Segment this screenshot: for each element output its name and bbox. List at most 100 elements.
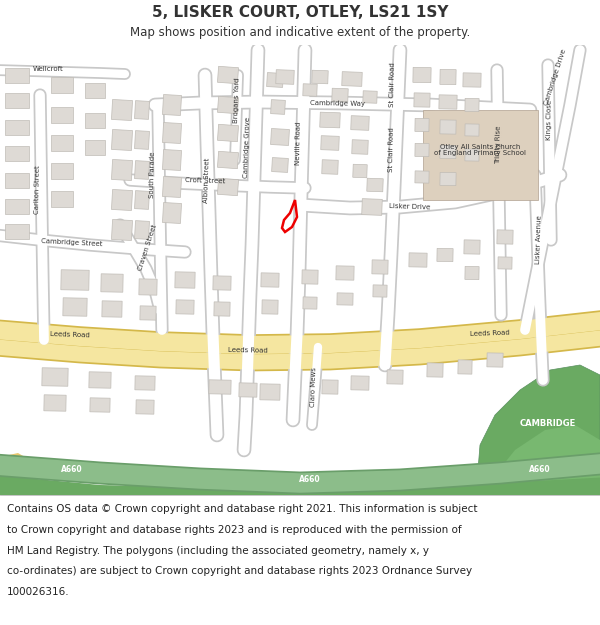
Bar: [337, 293, 353, 305]
Bar: [217, 178, 239, 196]
Bar: [320, 112, 340, 128]
Text: Cambridge Drive: Cambridge Drive: [543, 48, 567, 106]
Bar: [85, 139, 105, 154]
Text: 5, LISKER COURT, OTLEY, LS21 1SY: 5, LISKER COURT, OTLEY, LS21 1SY: [152, 4, 448, 19]
Text: to Crown copyright and database rights 2023 and is reproduced with the permissio: to Crown copyright and database rights 2…: [7, 525, 462, 535]
Bar: [134, 161, 149, 179]
Text: Kings Close: Kings Close: [545, 100, 553, 140]
Bar: [266, 72, 283, 88]
Bar: [90, 398, 110, 412]
Bar: [415, 143, 429, 157]
Bar: [61, 270, 89, 290]
Text: Leeds Road: Leeds Road: [50, 331, 90, 339]
Bar: [89, 372, 111, 388]
Text: South Parade: South Parade: [149, 152, 155, 198]
Bar: [272, 158, 289, 172]
Text: Neville Road: Neville Road: [295, 121, 301, 165]
Bar: [214, 302, 230, 316]
Bar: [351, 376, 369, 390]
Bar: [51, 77, 73, 93]
Bar: [260, 384, 280, 400]
Bar: [497, 230, 513, 244]
Bar: [176, 300, 194, 314]
Bar: [112, 159, 133, 181]
Text: Croft Street: Croft Street: [185, 177, 225, 185]
Bar: [101, 274, 123, 292]
Bar: [465, 266, 479, 279]
Bar: [209, 380, 231, 394]
Bar: [271, 129, 289, 146]
Bar: [134, 101, 149, 119]
Bar: [440, 173, 456, 186]
Bar: [303, 84, 317, 96]
Bar: [217, 66, 239, 84]
Text: Craven Street: Craven Street: [138, 223, 158, 271]
Bar: [321, 136, 339, 150]
Bar: [373, 285, 387, 297]
Bar: [276, 70, 294, 84]
Bar: [498, 257, 512, 269]
Bar: [217, 151, 239, 169]
Text: Leeds Road: Leeds Road: [470, 329, 510, 337]
Bar: [261, 273, 279, 287]
Bar: [465, 124, 479, 136]
Text: Leeds Road: Leeds Road: [228, 347, 268, 353]
Polygon shape: [0, 475, 600, 495]
Bar: [5, 173, 29, 188]
Bar: [5, 92, 29, 108]
Bar: [413, 68, 431, 82]
Bar: [262, 300, 278, 314]
Bar: [51, 163, 73, 179]
Bar: [336, 266, 354, 280]
Text: Brogans Yard: Brogans Yard: [233, 78, 241, 122]
Bar: [463, 73, 481, 87]
Bar: [5, 199, 29, 214]
Text: St Clair Road: St Clair Road: [389, 62, 395, 107]
Bar: [163, 149, 182, 171]
Bar: [487, 353, 503, 367]
Bar: [372, 260, 388, 274]
Bar: [353, 164, 367, 177]
Bar: [5, 146, 29, 161]
Bar: [367, 178, 383, 192]
Bar: [458, 360, 472, 374]
Bar: [163, 122, 182, 144]
Bar: [440, 146, 456, 159]
Bar: [134, 131, 149, 149]
Text: Lisker Avenue: Lisker Avenue: [535, 216, 543, 264]
Bar: [51, 191, 73, 207]
Bar: [312, 70, 328, 84]
Bar: [5, 68, 29, 82]
Text: St Clair Road: St Clair Road: [388, 127, 394, 172]
Bar: [352, 140, 368, 154]
Text: Lisker Drive: Lisker Drive: [389, 203, 431, 211]
Bar: [409, 253, 427, 267]
Bar: [217, 124, 239, 142]
Text: Claro Mews: Claro Mews: [310, 367, 317, 407]
Bar: [134, 221, 149, 239]
Bar: [42, 368, 68, 386]
Bar: [363, 91, 377, 103]
Text: A660: A660: [61, 466, 83, 474]
Text: Cambridge Way: Cambridge Way: [310, 99, 365, 106]
Text: A660: A660: [529, 466, 551, 474]
Bar: [112, 189, 133, 211]
Bar: [302, 270, 318, 284]
Bar: [85, 82, 105, 98]
Bar: [163, 202, 182, 224]
Text: Cambridge Street: Cambridge Street: [41, 238, 103, 248]
Bar: [415, 118, 429, 132]
Bar: [465, 149, 479, 161]
Text: Cambridge Grove: Cambridge Grove: [243, 116, 251, 178]
Bar: [322, 380, 338, 394]
Bar: [422, 110, 538, 200]
Bar: [440, 120, 456, 134]
Bar: [239, 383, 257, 397]
Text: Wellcroft: Wellcroft: [32, 66, 64, 72]
Bar: [163, 176, 182, 198]
Bar: [51, 107, 73, 123]
Text: Carlton Street: Carlton Street: [34, 166, 40, 214]
Bar: [85, 112, 105, 128]
Bar: [5, 119, 29, 134]
Bar: [139, 279, 157, 295]
